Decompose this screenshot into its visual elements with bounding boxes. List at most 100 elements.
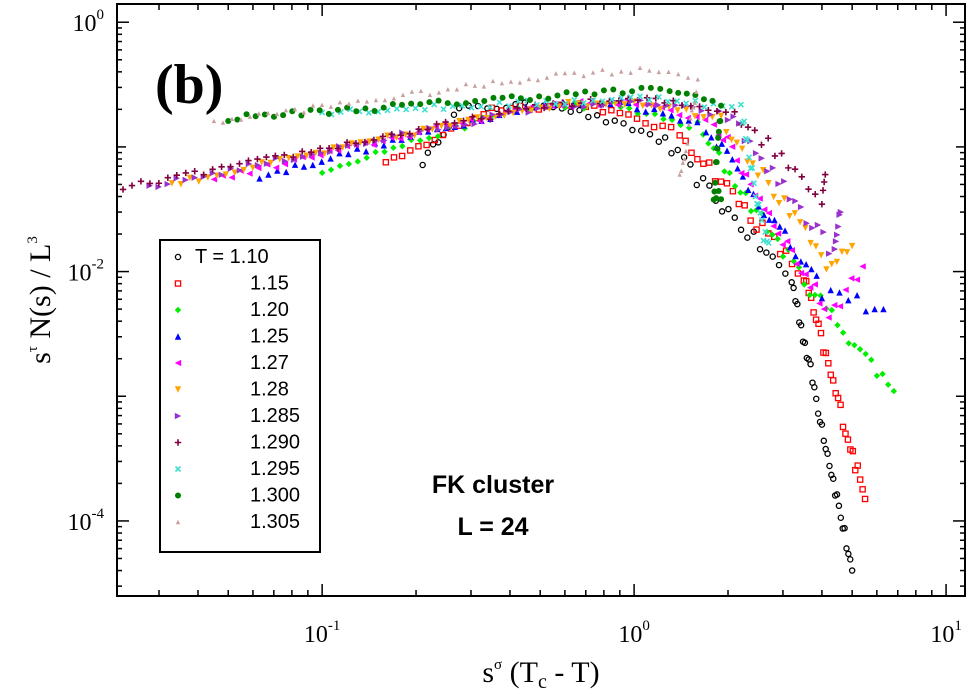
y-tick-label: 10-2 [68,257,105,287]
legend-label: 1.295 [250,458,300,480]
data-point [318,158,325,165]
data-point [637,65,643,70]
data-point [379,133,387,140]
data-point [790,258,797,265]
data-point [680,160,686,165]
data-point [845,340,852,347]
data-point [774,235,781,243]
data-point [353,108,360,115]
data-point [832,238,840,245]
data-point [137,178,145,185]
data-point [512,100,519,108]
data-point [738,145,746,153]
data-point [444,124,451,131]
data-point [191,174,199,181]
data-point [682,137,689,145]
data-point [781,178,788,185]
data-point [292,106,298,112]
data-point [608,106,615,114]
data-point [316,107,323,114]
data-point [824,450,831,457]
data-point [299,148,306,155]
data-point [330,144,337,151]
data-point [721,168,728,175]
series-1-25 [256,97,887,315]
data-point [835,502,843,510]
data-point [391,96,397,101]
data-point [615,97,623,105]
data-point [735,200,743,208]
data-point [478,115,485,123]
data-point [805,186,812,193]
data-point [813,395,820,403]
data-point [450,111,458,118]
data-point [638,84,645,91]
legend-marker [174,333,182,340]
x-axis-title: sσ (Tc - T) [482,656,599,693]
data-point [745,154,753,161]
y-tick-label: 100 [73,7,105,37]
data-point [723,147,731,154]
data-point [526,76,532,82]
data-point [416,137,424,144]
data-point [397,131,404,139]
data-point [851,341,858,349]
data-point [346,101,352,106]
data-point [334,145,342,152]
data-point [666,69,671,75]
data-point [765,209,773,217]
data-point [761,206,768,213]
data-point [692,97,699,104]
data-point [728,136,735,144]
data-point [300,163,308,170]
data-point [407,147,414,154]
data-point [687,161,694,168]
data-point [734,165,741,172]
data-point [474,114,481,121]
data-point [218,163,225,171]
data-point [308,154,315,161]
data-point [705,140,712,147]
data-point [833,258,841,266]
legend-marker [174,359,182,367]
data-point [765,180,772,187]
data-point [731,182,739,190]
data-point [468,104,475,111]
data-point [736,120,743,127]
data-point [728,143,736,150]
data-point [715,149,723,156]
data-point [337,99,343,105]
data-point [803,220,810,227]
data-point [675,89,682,96]
data-point [363,154,370,162]
data-point [854,462,861,469]
data-point [685,141,690,146]
data-point [408,100,415,107]
data-point [793,260,800,268]
legend-label: 1.300 [250,485,300,507]
data-point [439,131,447,139]
data-point [280,112,287,119]
data-point [744,234,751,241]
data-point [209,166,216,173]
data-point [724,116,732,124]
data-point [775,180,782,188]
data-point [830,475,837,482]
data-point [670,97,677,104]
data-point [229,116,235,121]
data-point [204,174,212,181]
legend-box [159,239,321,553]
data-point [481,84,487,89]
data-point [361,138,369,146]
data-point [610,86,617,93]
data-point [119,186,127,193]
data-point [859,263,866,270]
data-point [792,197,799,205]
data-point [487,104,494,111]
data-point [790,284,797,292]
data-point [859,486,866,493]
data-point [382,159,390,166]
data-point [771,152,779,160]
x-tick-label: 10-1 [304,618,341,648]
data-point [842,286,849,293]
